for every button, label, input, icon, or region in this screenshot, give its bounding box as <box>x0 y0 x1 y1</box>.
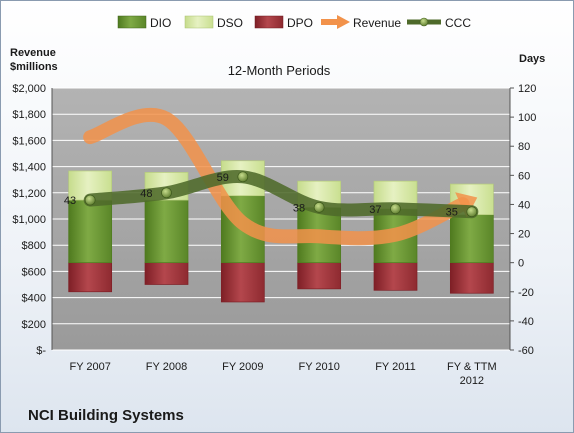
ccc-data-label: 37 <box>369 204 381 216</box>
left-tick-label: $200 <box>22 319 46 331</box>
bar-dio <box>144 199 189 264</box>
ccc-marker <box>313 202 325 213</box>
x-tick-label: FY 2008 <box>146 361 187 373</box>
legend-swatch-dso <box>184 15 214 29</box>
legend-swatch-revenue <box>321 15 350 29</box>
legend-label-dso: DSO <box>217 16 243 30</box>
bar-dio <box>68 199 113 264</box>
left-tick-label: $1,400 <box>12 162 46 174</box>
right-tick-label: 60 <box>518 170 530 182</box>
bar-dio <box>449 214 494 264</box>
left-tick-label: $1,600 <box>12 135 46 147</box>
ccc-marker <box>237 171 249 183</box>
legend: DIO DSO DPO Revenue CCC <box>117 15 471 30</box>
ccc-data-label: 35 <box>446 207 458 219</box>
x-tick-label: FY 2007 <box>69 361 110 373</box>
legend-swatch-dpo <box>254 15 284 29</box>
legend-swatch-ccc <box>407 17 441 27</box>
revenue-arrowhead <box>455 192 478 218</box>
ccc-marker <box>466 206 478 218</box>
left-axis-title-line1: Revenue <box>10 47 56 59</box>
revenue-line <box>83 107 470 246</box>
ccc-line <box>83 170 479 219</box>
x-axis: FY 2007 FY 2008 FY 2009 FY 2010 FY 2011 FY & … <box>69 361 496 387</box>
gridlines <box>52 87 510 351</box>
right-tick-label: -20 <box>518 287 534 299</box>
bar-dpo <box>297 262 342 290</box>
ccc-data-label: 43 <box>64 195 76 207</box>
chart-title: 12-Month Periods <box>228 63 331 78</box>
legend-swatch-dio <box>117 15 147 29</box>
left-axis-title-line2: $millions <box>10 61 58 73</box>
left-tick-label: $400 <box>22 293 46 305</box>
ccc-series: 43 48 59 38 37 35 <box>64 170 479 219</box>
ccc-data-label: 38 <box>293 202 305 214</box>
bar-dpo <box>449 262 494 294</box>
left-axis: $- $200 $400 $600 $800 $1,000 $1,200 $1,400 $1,6… <box>12 83 53 357</box>
legend-label-dio: DIO <box>150 16 171 30</box>
ccc-marker <box>390 203 401 215</box>
right-axis-title: Days <box>519 53 545 65</box>
legend-label-ccc: CCC <box>445 16 471 30</box>
ccc-marker <box>84 194 96 206</box>
bar-dpo <box>373 262 418 291</box>
legend-label-dpo: DPO <box>287 16 313 30</box>
left-tick-label: $1,800 <box>12 109 46 121</box>
right-tick-label: 40 <box>518 199 530 211</box>
left-tick-label: $1,000 <box>12 214 46 226</box>
right-axis: -60 -40 -20 0 20 40 60 80 100 120 <box>509 83 536 357</box>
left-tick-label: $- <box>36 345 46 357</box>
ccc-marker <box>161 187 172 199</box>
right-tick-label: 100 <box>518 112 536 124</box>
left-tick-label: $600 <box>22 266 46 278</box>
right-tick-label: 0 <box>518 258 524 270</box>
x-tick-label: FY 2009 <box>222 361 263 373</box>
revenue-series <box>83 107 478 246</box>
footer-title: NCI Building Systems <box>28 407 184 424</box>
x-tick-label: FY 2011 <box>375 361 416 373</box>
right-tick-label: 80 <box>518 141 530 153</box>
x-tick-label: FY 2010 <box>298 361 339 373</box>
left-tick-label: $1,200 <box>12 188 46 200</box>
legend-label-revenue: Revenue <box>353 16 401 30</box>
right-tick-label: -40 <box>518 316 534 328</box>
x-tick-label: FY & TTM 2012 <box>447 361 497 387</box>
bar-dpo <box>220 262 265 303</box>
bar-dpo <box>68 262 113 293</box>
ccc-data-label: 48 <box>140 188 152 200</box>
right-tick-label: -60 <box>518 345 534 357</box>
right-tick-label: 20 <box>518 229 530 241</box>
left-tick-label: $2,000 <box>12 83 46 95</box>
ccc-data-label: 59 <box>217 172 229 184</box>
bar-dpo <box>144 262 189 285</box>
right-tick-label: 120 <box>518 83 536 95</box>
left-tick-label: $800 <box>22 240 46 252</box>
